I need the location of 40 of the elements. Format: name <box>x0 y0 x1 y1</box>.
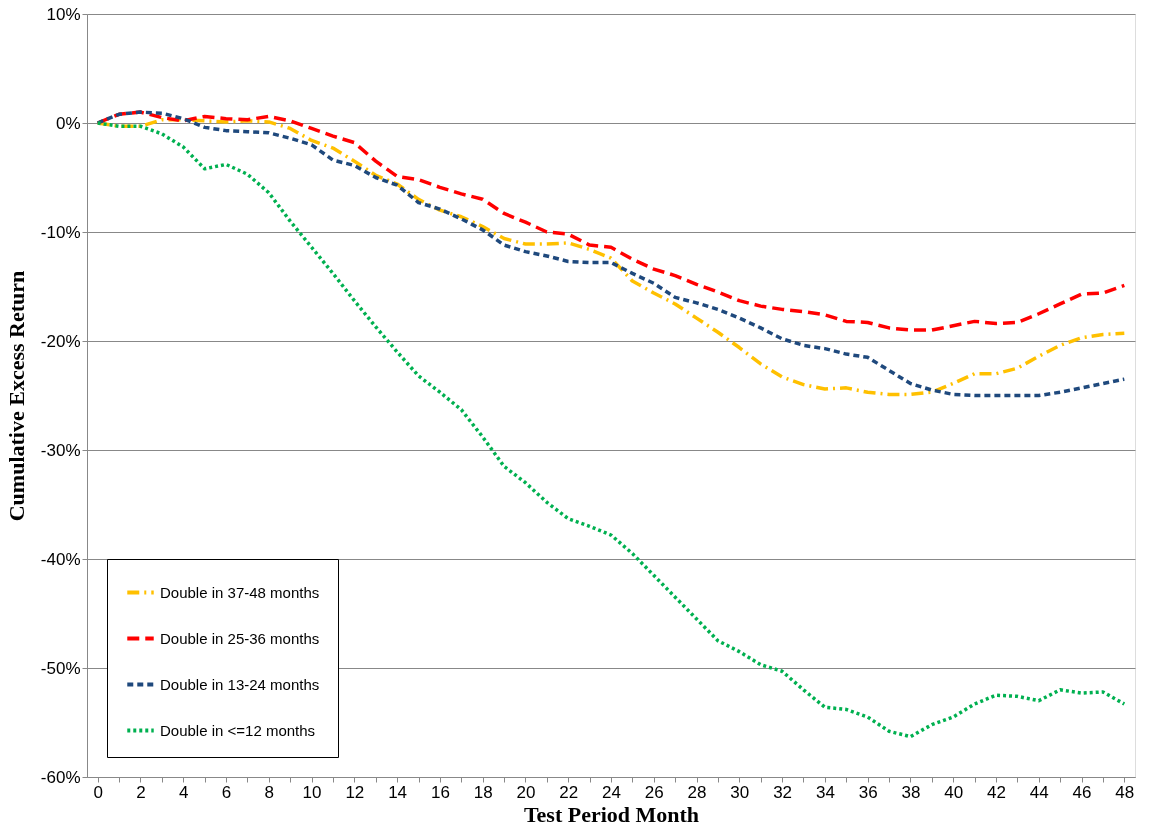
y-tick-label: -60% <box>40 767 81 787</box>
x-tick-label: 12 <box>345 782 365 802</box>
y-tick-label: 10% <box>46 4 81 24</box>
x-tick-label: 26 <box>644 782 664 802</box>
x-tick-label: 14 <box>388 782 408 802</box>
y-tick-label: -40% <box>40 549 81 569</box>
x-tick-label: 46 <box>1072 782 1092 802</box>
x-tick-label: 2 <box>136 782 146 802</box>
x-tick-label: 28 <box>687 782 707 802</box>
x-tick-label: 44 <box>1029 782 1049 802</box>
legend-label: Double in 37-48 months <box>160 583 320 601</box>
x-tick-label: 42 <box>987 782 1006 802</box>
legend-label: Double in 25-36 months <box>160 629 320 647</box>
x-tick-label: 6 <box>221 782 232 802</box>
x-tick-label: 30 <box>730 782 750 802</box>
x-tick-label: 34 <box>815 782 835 802</box>
x-tick-label: 32 <box>773 782 793 802</box>
x-tick-label: 22 <box>559 782 579 802</box>
x-tick-label: 16 <box>430 782 450 802</box>
line-series <box>95 121 1127 739</box>
x-tick-label: 38 <box>901 782 921 802</box>
y-tick-label: -20% <box>40 331 81 351</box>
legend-label: Double in 13-24 months <box>160 675 320 693</box>
x-tick-label: 40 <box>944 782 964 802</box>
x-tick-label: 36 <box>858 782 878 802</box>
x-axis-title: Test Period Month <box>523 801 700 827</box>
x-tick-label: 48 <box>1115 782 1135 802</box>
y-tick-label: -50% <box>40 658 81 678</box>
x-tick-label: 8 <box>264 782 275 802</box>
x-tick-label: 4 <box>179 782 189 802</box>
y-tick-label: 0% <box>55 113 81 133</box>
x-tick-label: 20 <box>516 782 536 802</box>
legend-label: Double in <=12 months <box>160 721 316 739</box>
x-tick-label: 10 <box>302 782 322 802</box>
x-tick-label: 18 <box>473 782 493 802</box>
x-tick-label: 24 <box>602 782 621 802</box>
y-axis-title: Cumulative Excess Return <box>3 270 29 522</box>
x-tick-label: 0 <box>93 782 103 802</box>
y-tick-label: -10% <box>40 222 81 242</box>
y-tick-label: -30% <box>40 440 81 460</box>
